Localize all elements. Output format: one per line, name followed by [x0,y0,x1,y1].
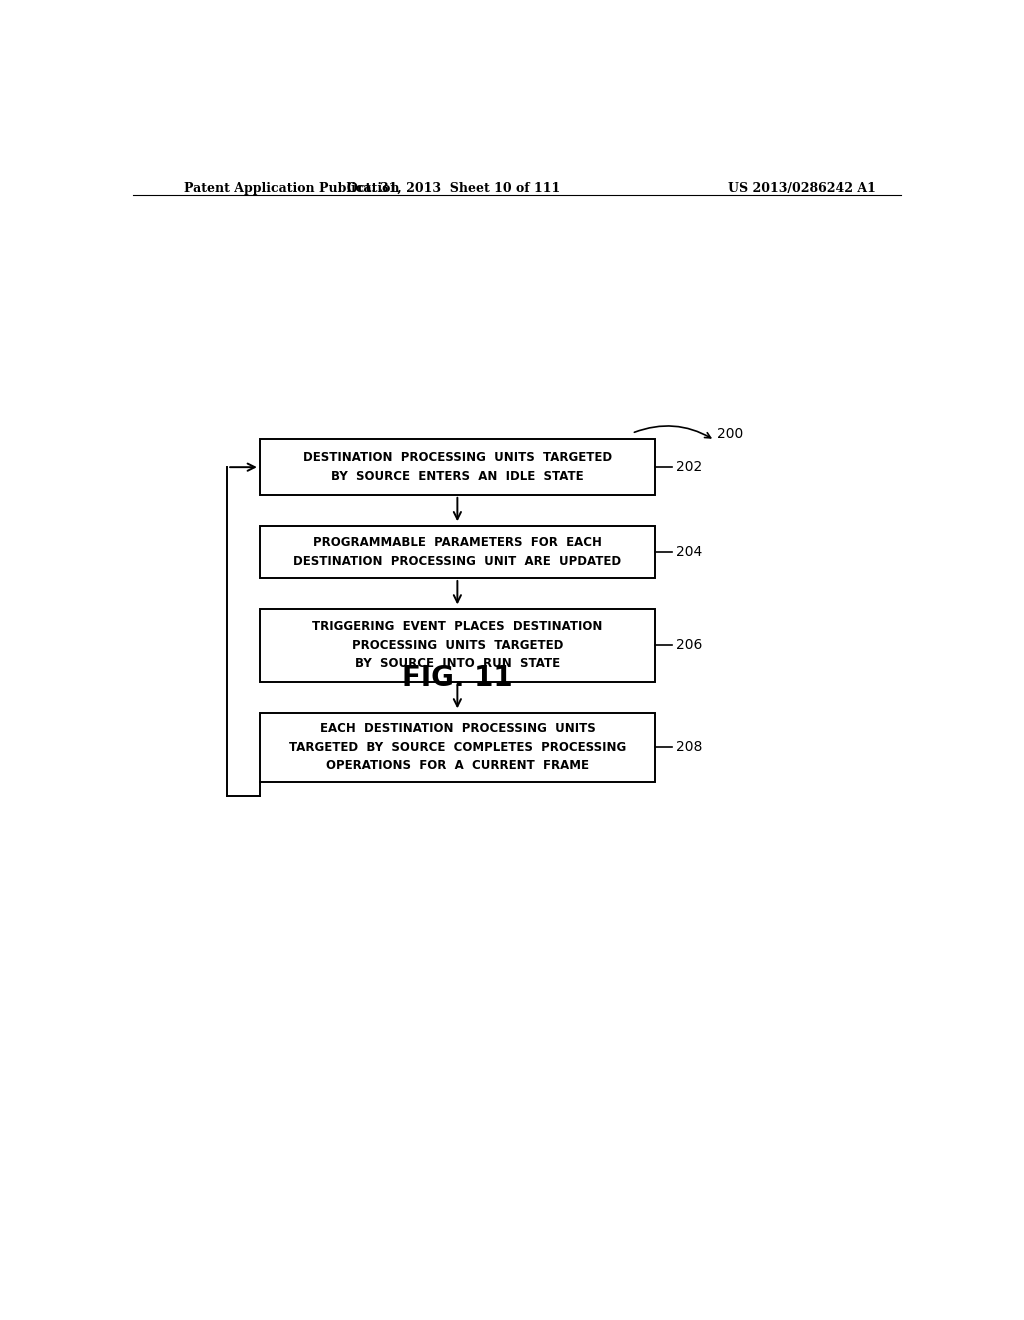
Text: 206: 206 [676,639,702,652]
Text: 208: 208 [676,741,702,755]
Bar [260,525,655,578]
Bar [260,609,655,682]
Text: Patent Application Publication: Patent Application Publication [183,182,399,194]
Bar [260,713,655,781]
Text: 202: 202 [676,461,702,474]
Bar [260,440,655,495]
Text: FIG. 11: FIG. 11 [402,664,513,692]
Text: DESTINATION  PROCESSING  UNITS  TARGETED
BY  SOURCE  ENTERS  AN  IDLE  STATE: DESTINATION PROCESSING UNITS TARGETED BY… [303,451,612,483]
Text: 200: 200 [717,428,743,441]
Text: PROGRAMMABLE  PARAMETERS  FOR  EACH
DESTINATION  PROCESSING  UNIT  ARE  UPDATED: PROGRAMMABLE PARAMETERS FOR EACH DESTINA… [293,536,622,568]
Text: Oct. 31, 2013  Sheet 10 of 111: Oct. 31, 2013 Sheet 10 of 111 [347,182,560,194]
Text: 204: 204 [676,545,702,558]
Text: US 2013/0286242 A1: US 2013/0286242 A1 [728,182,877,194]
Text: TRIGGERING  EVENT  PLACES  DESTINATION
PROCESSING  UNITS  TARGETED
BY  SOURCE  I: TRIGGERING EVENT PLACES DESTINATION PROC… [312,620,602,671]
Text: EACH  DESTINATION  PROCESSING  UNITS
TARGETED  BY  SOURCE  COMPLETES  PROCESSING: EACH DESTINATION PROCESSING UNITS TARGET… [289,722,626,772]
